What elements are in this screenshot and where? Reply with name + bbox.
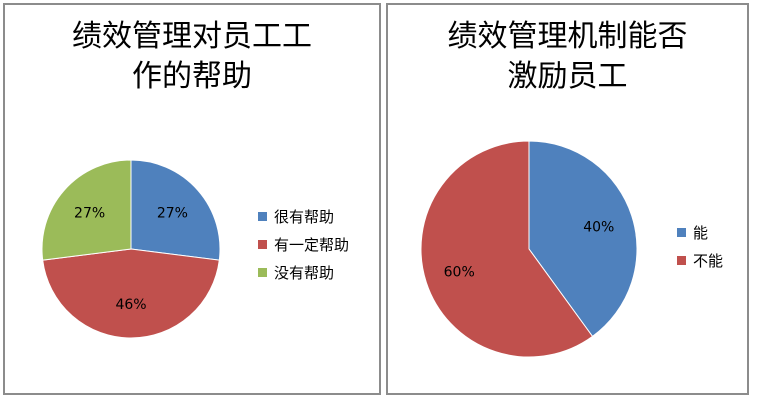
pie-slice-1	[528, 140, 638, 338]
legend-swatch	[677, 227, 686, 237]
legend-item-3: 没有帮助	[258, 258, 349, 286]
legend-swatch	[258, 239, 267, 249]
legend-label: 没有帮助	[274, 263, 335, 282]
legend-swatch	[258, 211, 267, 221]
legend-label: 不能	[693, 251, 724, 270]
data-label-slice-2: 60%	[444, 265, 475, 281]
legend-item-1: 很有帮助	[258, 202, 349, 230]
pie-slice-1	[130, 159, 221, 261]
chart-title-line-1: 绩效管理对员工工	[72, 19, 312, 54]
pie-chart: 40% 60%	[420, 140, 638, 358]
chart-title-line-2: 作的帮助	[132, 59, 252, 94]
legend-label: 有一定帮助	[274, 235, 350, 254]
data-label-slice-2: 46%	[115, 297, 146, 313]
legend-item-2: 有一定帮助	[258, 230, 349, 258]
chart-panel-help: 绩效管理对员工工 作的帮助 27% 46% 27% 很有帮助有一定帮助没有帮助	[3, 3, 381, 395]
data-label-slice-1: 27%	[157, 206, 188, 222]
legend-item-1: 能	[677, 218, 723, 246]
legend-item-2: 不能	[677, 246, 723, 274]
pie-slice-2	[42, 248, 220, 339]
pie-slice-3	[41, 159, 132, 261]
pie-chart: 27% 46% 27%	[41, 159, 221, 339]
legend-swatch	[677, 255, 686, 265]
data-label-slice-3: 27%	[74, 206, 105, 222]
chart-panel-motivation: 绩效管理机制能否 激励员工 40% 60% 能不能	[386, 3, 749, 395]
legend-swatch	[258, 267, 267, 277]
legend-label: 能	[693, 223, 709, 242]
chart-title-line-1: 绩效管理机制能否	[447, 19, 688, 54]
legend-label: 很有帮助	[274, 207, 335, 226]
chart-legend: 很有帮助有一定帮助没有帮助	[258, 202, 349, 286]
data-label-slice-1: 40%	[583, 219, 614, 235]
chart-legend: 能不能	[677, 218, 723, 274]
pie-slice-2	[420, 140, 594, 358]
chart-title-line-2: 激励员工	[507, 59, 628, 94]
chart-title: 绩效管理对员工工 作的帮助	[47, 17, 337, 97]
chart-title: 绩效管理机制能否 激励员工	[423, 17, 713, 97]
